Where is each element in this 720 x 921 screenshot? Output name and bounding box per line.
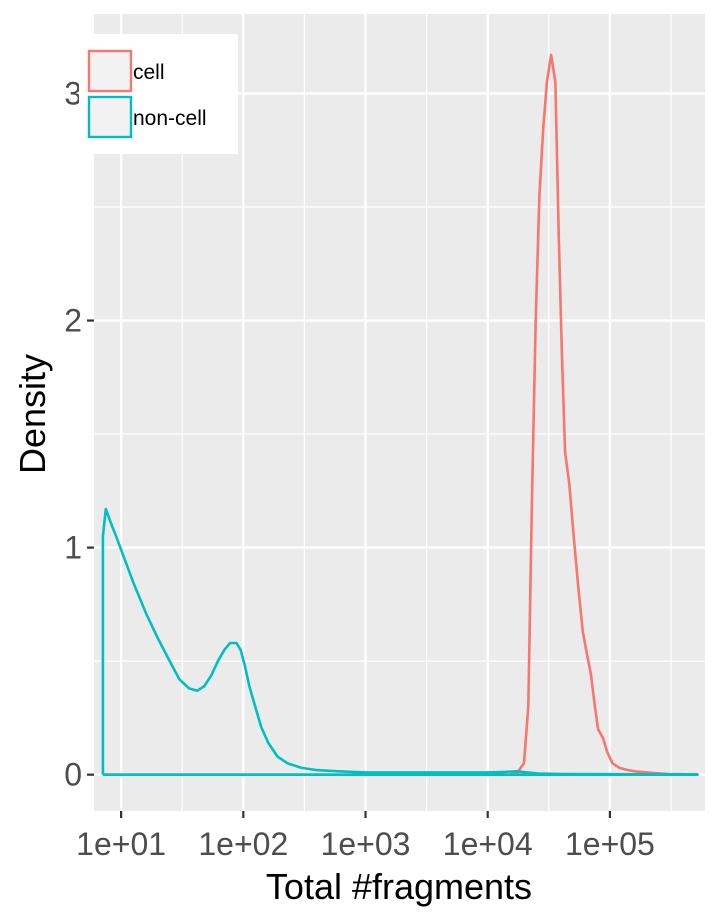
axes: 1e+01 1e+02 1e+03 1e+04 1e+05 0 1 2 3: [64, 75, 655, 862]
legend-key-non-cell: [87, 95, 133, 139]
series-lines: [101, 53, 699, 777]
x-tick-label: 1e+05: [565, 826, 655, 862]
series-line-non-cell: [101, 507, 699, 777]
y-tick-label: 2: [64, 303, 82, 339]
x-tick-label: 1e+01: [76, 826, 166, 862]
y-tick-label: 1: [64, 530, 82, 566]
y-tick-label: 3: [64, 75, 82, 111]
legend-label-cell: cell: [133, 61, 165, 84]
legend-key-cell: [87, 49, 133, 93]
y-tick-label: 0: [64, 757, 82, 793]
legend-label-non-cell: non-cell: [133, 107, 207, 130]
x-tick-label: 1e+04: [443, 826, 533, 862]
series-line-cell: [102, 53, 699, 777]
x-tick-label: 1e+03: [321, 826, 411, 862]
x-axis-title: Total #fragments: [266, 866, 532, 907]
legend: cell non-cell: [79, 34, 238, 154]
x-tick-label: 1e+02: [198, 826, 288, 862]
y-axis-title: Density: [12, 354, 53, 474]
